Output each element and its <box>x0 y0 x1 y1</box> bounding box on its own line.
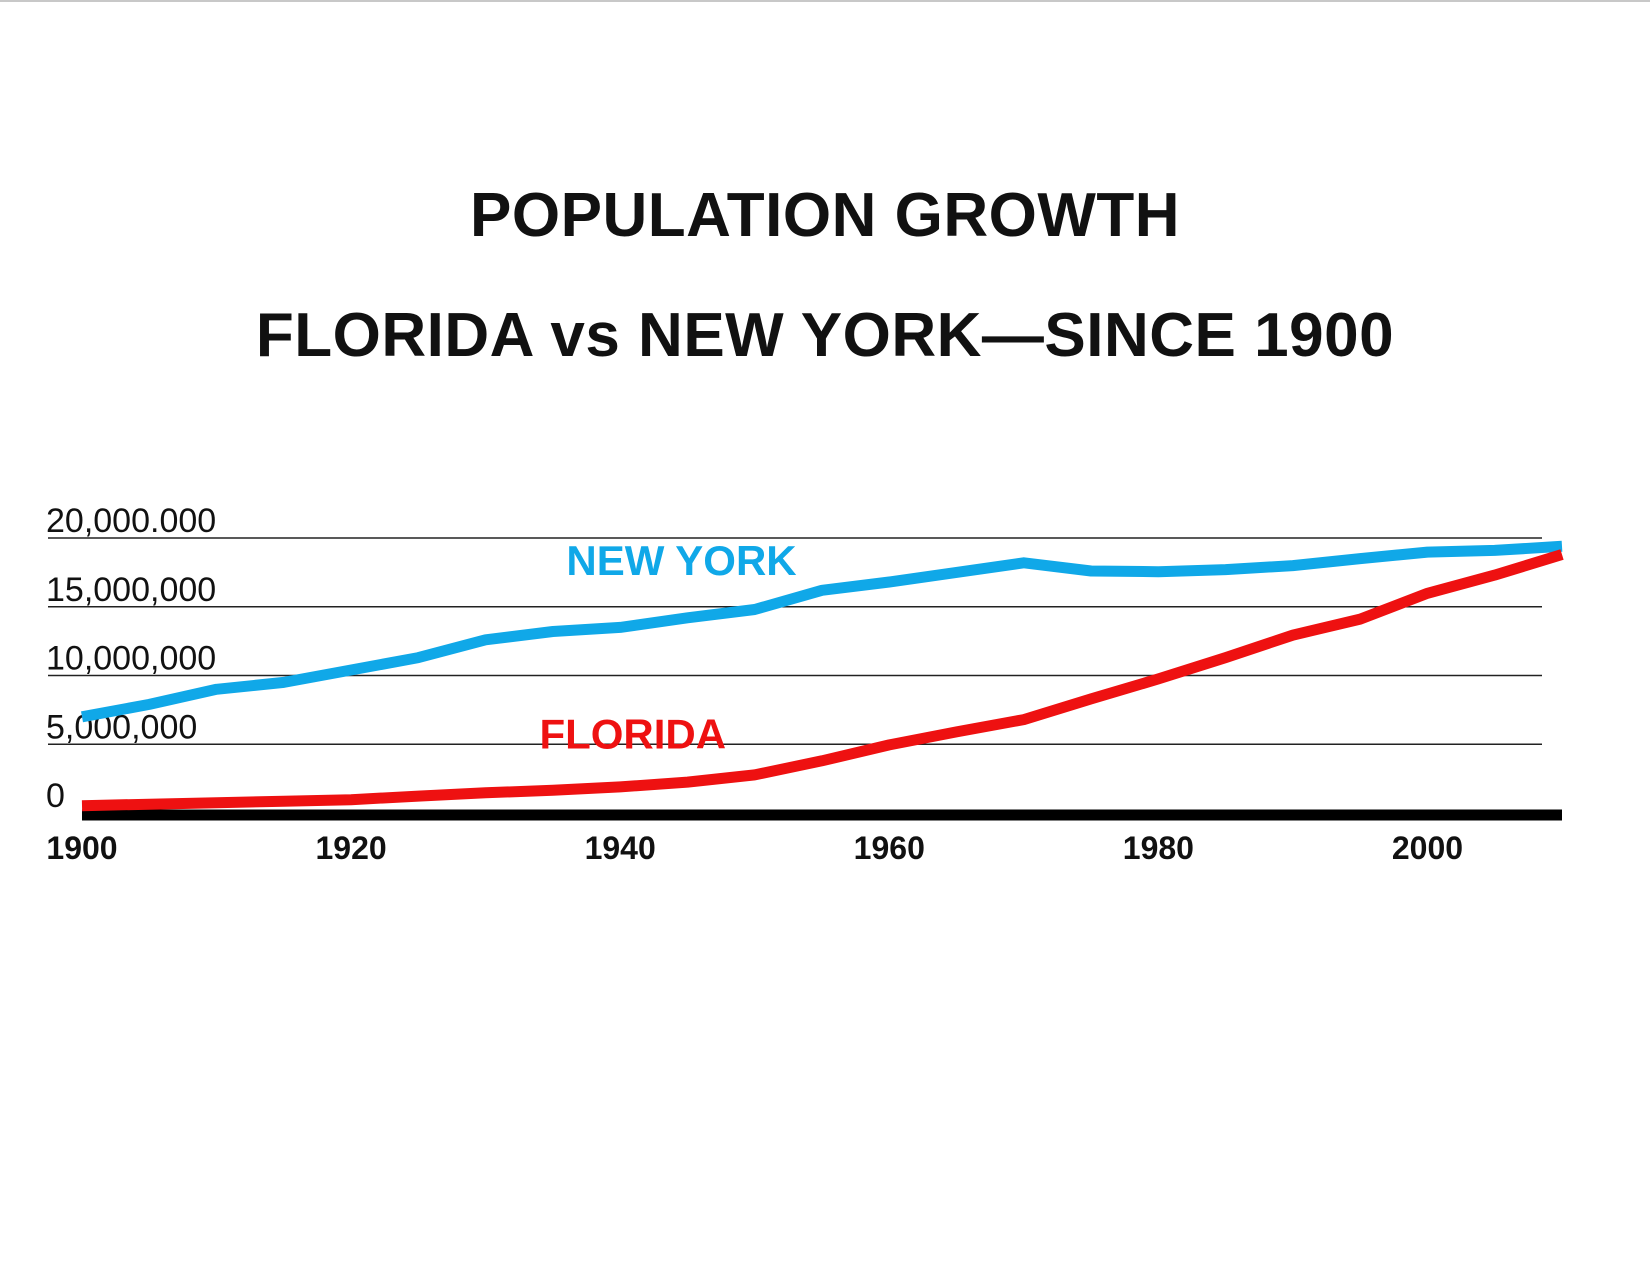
series-lines <box>81 540 1564 812</box>
y-tick-label: 10,000,000 <box>46 640 216 678</box>
x-tick-label: 1940 <box>585 830 656 866</box>
y-tick-label: 0 <box>46 777 65 815</box>
x-tick-label: 1900 <box>46 830 117 866</box>
y-tick-label: 15,000,000 <box>46 571 216 609</box>
x-axis-tick-labels: 1900 1920 1940 1960 1980 2000 <box>46 830 1463 866</box>
x-tick-label: 1960 <box>854 830 925 866</box>
series-labels: NEW YORK FLORIDA <box>539 537 796 757</box>
series-label-florida: FLORIDA <box>539 710 726 757</box>
chart-subtitle: FLORIDA vs NEW YORK—SINCE 1900 <box>255 301 1395 370</box>
x-tick-label: 1980 <box>1123 830 1194 866</box>
chart-title: POPULATION GROWTH <box>470 181 1180 250</box>
gridlines <box>48 537 1542 745</box>
series-line-florida <box>81 549 1564 812</box>
x-tick-label: 1920 <box>315 830 386 866</box>
series-line-new-york <box>81 540 1563 723</box>
series-label-new-york: NEW YORK <box>566 537 796 584</box>
y-tick-label: 20,000.000 <box>46 502 216 540</box>
x-tick-label: 2000 <box>1392 830 1463 866</box>
top-border <box>0 0 1650 2</box>
